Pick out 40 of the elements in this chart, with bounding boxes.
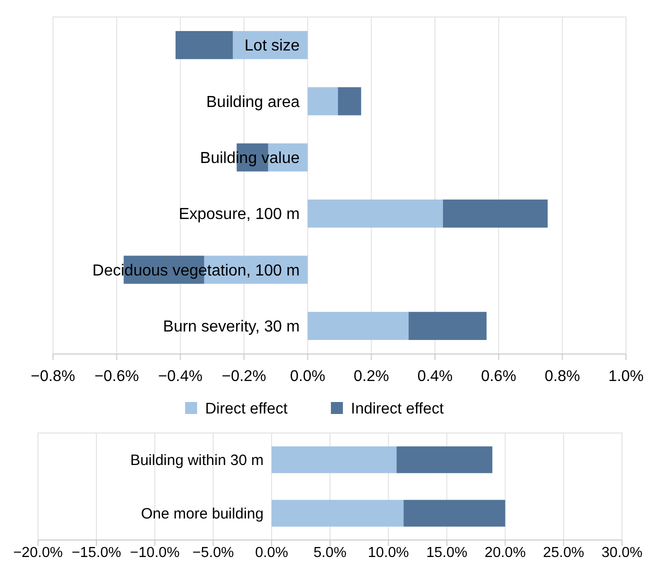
- x-tick-label: 30.0%: [601, 545, 643, 561]
- x-tick-label: 5.0%: [313, 545, 347, 561]
- bar: [272, 500, 404, 527]
- y-tick-label: Building area: [206, 94, 300, 111]
- x-tick-label: 0.0%: [290, 368, 326, 385]
- x-tick-label: 1.0%: [608, 368, 644, 385]
- y-tick-label: Building within 30 m: [130, 452, 264, 469]
- x-tick-label: 0.4%: [417, 368, 453, 385]
- y-tick-label: One more building: [141, 506, 264, 522]
- x-tick-label: 0.6%: [480, 368, 517, 385]
- bar: [404, 500, 506, 527]
- legend-label: Indirect effect: [350, 400, 444, 418]
- bar: [176, 31, 233, 60]
- x-tick-label: −0.6%: [94, 368, 140, 385]
- bar: [308, 200, 443, 228]
- x-tick-label: 0.0%: [255, 545, 288, 561]
- bar: [338, 87, 362, 116]
- x-tick-label: −5.0%: [192, 545, 234, 561]
- x-tick-label: 20.0%: [484, 545, 526, 561]
- x-tick-label: 0.8%: [544, 368, 580, 385]
- y-tick-label: Burn severity, 30 m: [163, 318, 300, 336]
- legend-label: Direct effect: [205, 400, 288, 418]
- y-tick-label: Exposure, 100 m: [178, 206, 300, 224]
- bar: [272, 446, 397, 474]
- x-tick-label: −15.0%: [72, 545, 122, 561]
- x-tick-label: −0.8%: [30, 368, 76, 385]
- x-tick-label: −0.4%: [158, 368, 203, 385]
- bar: [308, 312, 409, 340]
- bar: [442, 200, 548, 228]
- x-tick-label: −20.0%: [13, 545, 63, 561]
- x-tick-label: 10.0%: [368, 545, 410, 561]
- x-tick-label: 15.0%: [426, 545, 468, 561]
- bar: [396, 446, 492, 474]
- x-tick-label: −0.2%: [222, 368, 266, 385]
- x-tick-label: 25.0%: [543, 545, 584, 561]
- x-tick-label: −10.0%: [130, 545, 180, 561]
- x-tick-label: 0.2%: [354, 368, 390, 385]
- y-tick-label: Lot size: [244, 38, 300, 55]
- bar: [308, 87, 338, 116]
- bar: [408, 312, 487, 340]
